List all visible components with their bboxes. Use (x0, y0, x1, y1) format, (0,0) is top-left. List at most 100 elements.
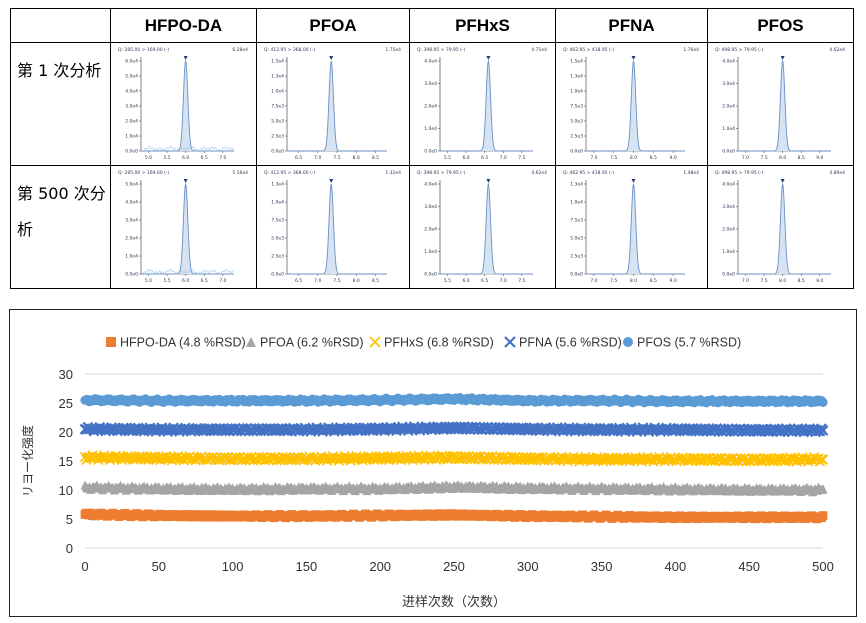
peak-trace (140, 59, 234, 152)
header-row: HFPO-DA PFOA PFHxS PFNA PFOS (10, 8, 854, 43)
y-tick-label: 0.0e0 (570, 272, 583, 278)
chromatogram-max: 1.75e4 (385, 47, 401, 53)
y-tick-label: 5.0e3 (271, 236, 284, 242)
y-tick-label: 5.0e4 (125, 182, 138, 188)
y-tick-label: 4.0e4 (722, 182, 735, 188)
x-tick-label: 6.5 (481, 155, 488, 161)
y-tick-label: 0.0e0 (125, 149, 138, 155)
peak-marker (780, 179, 785, 183)
peak-marker (486, 56, 491, 60)
x-tick-label: 5.5 (163, 278, 170, 284)
peak-trace (140, 182, 234, 275)
chromatogram-cell: Q: 412.95 > 368.00 (-) 1.32e4 0.0e0 2.5e3 5.… (256, 165, 410, 289)
series-0 (80, 508, 828, 524)
x-tick-label: 5.5 (444, 155, 451, 161)
y-tick-label: 2.5e3 (271, 134, 284, 140)
x-tick-label: 400 (665, 559, 687, 574)
chromatogram-header: Q: 498.95 > 79.95 (-) (715, 170, 764, 176)
y-tick-label: 1.0e4 (722, 249, 735, 255)
x-tick-label: 6.0 (182, 155, 189, 161)
y-tick-label: 1.0e4 (570, 200, 583, 206)
chromatogram-header: Q: 285.00 > 169.00 (-) (118, 170, 169, 176)
y-tick-label: 1.0e4 (722, 126, 735, 132)
y-tick-label: 6.0e4 (125, 59, 138, 65)
chromatogram-max: 4.89e4 (829, 170, 845, 176)
legend-marker (106, 337, 116, 347)
chromatogram-header: Q: 462.95 > 418.95 (-) (563, 47, 614, 53)
series-2 (79, 450, 829, 467)
baseline-noise (142, 268, 235, 275)
baseline-noise (142, 145, 235, 152)
legend-marker (623, 337, 633, 347)
x-tick-label: 8.5 (372, 278, 379, 284)
chromatogram-cell: Q: 462.95 > 418.95 (-) 1.76e4 0.0e0 2.5e3 5.… (555, 42, 708, 166)
peak-trace (737, 59, 831, 152)
x-tick-label: 8.5 (650, 155, 657, 161)
y-tick-label: 1.0e4 (570, 89, 583, 95)
y-tick-label: 0.0e0 (424, 272, 437, 278)
chromatogram: Q: 398.95 > 79.95 (-) 4.62e4 0.0e0 1.0e4 2.0… (417, 170, 547, 284)
y-tick-label: 1.5e4 (271, 59, 284, 65)
chromatogram-max: 1.48e4 (683, 170, 699, 176)
y-tick-label: 0.0e0 (424, 149, 437, 155)
chromatogram: Q: 462.95 > 418.95 (-) 1.76e4 0.0e0 2.5e3 5.… (563, 47, 699, 161)
x-tick-label: 200 (369, 559, 391, 574)
data-point (465, 454, 476, 465)
peak-marker (631, 56, 636, 60)
x-tick-label: 9.0 (670, 155, 677, 161)
chromatogram-max: 6.28e4 (232, 47, 248, 53)
x-tick-label: 8.5 (372, 155, 379, 161)
chromatogram: Q: 462.95 > 418.95 (-) 1.48e4 0.0e0 2.5e3 5.… (563, 170, 699, 284)
x-tick-label: 9.0 (816, 278, 823, 284)
x-tick-label: 7.0 (590, 155, 597, 161)
y-tick-label: 4.0e4 (125, 200, 138, 206)
peak-trace (585, 60, 685, 152)
chromatogram-max: 4.62e4 (531, 170, 547, 176)
x-tick-label: 250 (443, 559, 465, 574)
x-tick-label: 6.5 (201, 278, 208, 284)
peak-trace (737, 182, 831, 275)
legend-marker (369, 336, 381, 348)
y-tick-label: 0.0e0 (271, 149, 284, 155)
x-tick-label: 350 (591, 559, 613, 574)
peak-fill (738, 61, 831, 151)
legend-marker (504, 336, 516, 348)
y-tick-label: 1.3e4 (271, 74, 284, 80)
peak-trace (286, 183, 387, 275)
y-tick-label: 1.0e4 (271, 200, 284, 206)
x-tick-label: 8.0 (353, 278, 360, 284)
chromatogram-grid: HFPO-DA PFOA PFHxS PFNA PFOS 第 1 次分析 Q: … (10, 8, 854, 289)
data-point (817, 454, 829, 465)
y-tick-label: 2.0e4 (125, 119, 138, 125)
chromatogram: Q: 498.95 > 79.95 (-) 4.62e4 0.0e0 1.0e4 2.0… (715, 47, 845, 161)
y-tick-label: 30 (59, 367, 73, 382)
x-tick-label: 0 (81, 559, 88, 574)
x-tick-label: 5.5 (444, 278, 451, 284)
x-tick-label: 7.0 (219, 278, 226, 284)
chromatogram: Q: 412.95 > 368.00 (-) 1.75e4 0.0e0 2.5e3 5.… (264, 47, 401, 161)
chromatogram-header: Q: 412.95 > 368.00 (-) (264, 47, 315, 53)
x-tick-label: 5.5 (163, 155, 170, 161)
x-tick-label: 8.5 (798, 155, 805, 161)
peak-marker (486, 179, 491, 183)
chromatogram-max: 5.16e4 (232, 170, 248, 176)
x-tick-label: 7.0 (742, 155, 749, 161)
y-tick-label: 1.3e4 (271, 182, 284, 188)
x-tick-label: 7.0 (590, 278, 597, 284)
y-tick-label: 3.0e4 (424, 81, 437, 87)
x-tick-label: 5.0 (145, 155, 152, 161)
y-tick-label: 0.0e0 (271, 272, 284, 278)
x-axis-title: 进样次数（次数） (402, 594, 506, 610)
data-point (699, 453, 711, 464)
y-tick-label: 4.0e4 (424, 59, 437, 65)
legend-label: PFOS (5.7 %RSD) (637, 336, 741, 350)
y-tick-label: 2.5e3 (570, 254, 583, 260)
y-tick-label: 1.3e4 (570, 182, 583, 188)
data-point (453, 453, 464, 464)
y-tick-label: 3.0e4 (722, 81, 735, 87)
chromatogram-max: 4.71e4 (531, 47, 547, 53)
x-tick-label: 8.5 (650, 278, 657, 284)
x-tick-label: 7.5 (333, 278, 340, 284)
chromatogram-cell: Q: 398.95 > 79.95 (-) 4.62e4 0.0e0 1.0e4 2.0… (409, 165, 556, 289)
data-point (817, 425, 829, 436)
